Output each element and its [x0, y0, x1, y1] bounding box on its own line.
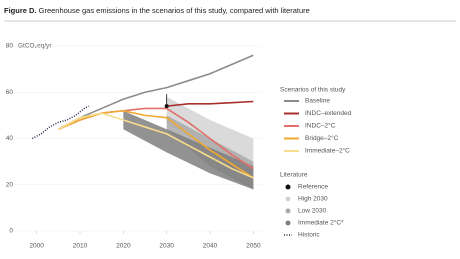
scenario-line — [57, 54, 254, 130]
y-tick-label: 40 — [6, 135, 14, 142]
title-label: Figure D. — [4, 6, 37, 15]
legend-title: Scenarios of this study — [280, 87, 346, 94]
y-tick-label: 60 — [6, 89, 14, 96]
y-tick-label: 80 — [6, 43, 14, 50]
legend-label: Reference — [298, 184, 328, 191]
x-tick-label: 2000 — [29, 243, 44, 250]
x-tick-label: 2030 — [159, 243, 174, 250]
legend-label: Baseline — [305, 98, 330, 105]
legend-swatch — [285, 196, 291, 202]
historic-line — [31, 105, 90, 140]
legend-swatch — [285, 208, 291, 214]
x-tick-label: 2020 — [116, 243, 131, 250]
title-text: Greenhouse gas emissions in the scenario… — [39, 6, 310, 15]
legend-label: Immediate 2°C* — [298, 219, 344, 227]
legend-swatch — [285, 184, 291, 190]
legend-label: Immediate–2°C — [305, 147, 350, 155]
legend-label: Bridge–2°C — [305, 134, 339, 142]
x-tick-label: 2050 — [246, 243, 261, 250]
scenario-line — [57, 112, 254, 179]
legend-label: INDC–extended — [305, 110, 352, 117]
chart-title: Figure D. Greenhouse gas emissions in th… — [4, 6, 310, 15]
scenario-line — [166, 100, 254, 107]
x-tick-label: 2040 — [203, 243, 218, 250]
legend-label: Historic — [298, 232, 320, 239]
legend-label: INDC–2°C — [305, 122, 336, 130]
reference-point — [164, 104, 169, 109]
x-tick-label: 2010 — [73, 243, 88, 250]
scenario-line — [58, 109, 254, 179]
legend-label: Low 2030 — [298, 208, 327, 215]
y-tick-label: 20 — [6, 181, 14, 188]
y-tick-label: 0 — [9, 228, 13, 235]
legend-label: High 2030 — [298, 196, 328, 203]
legend-title: Literature — [280, 172, 308, 179]
legend-swatch — [285, 220, 291, 226]
